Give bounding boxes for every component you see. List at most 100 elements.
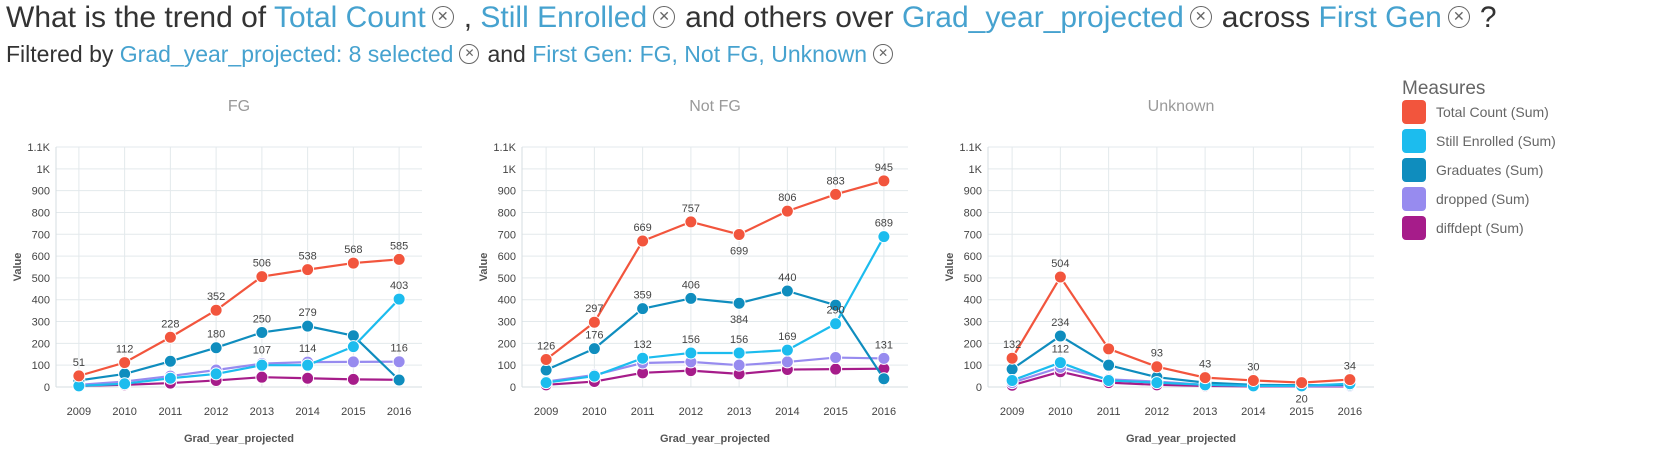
series-line <box>78 298 400 388</box>
x-tick-label: 2015 <box>341 406 365 418</box>
question-prefix: What is the trend of <box>6 1 267 34</box>
x-tick-label: 2009 <box>1000 406 1024 418</box>
y-tick-label: 900 <box>32 186 50 198</box>
data-point <box>346 329 360 343</box>
y-tick-label: 1.1K <box>27 142 50 154</box>
data-point <box>1102 342 1116 356</box>
data-point <box>1053 329 1067 343</box>
data-point <box>163 330 177 344</box>
data-label: 945 <box>875 162 893 174</box>
legend-item[interactable]: dropped (Sum) <box>1402 187 1652 216</box>
data-label: 806 <box>778 192 796 204</box>
x-tick-label: 2013 <box>250 406 274 418</box>
y-tick-label: 200 <box>498 338 516 350</box>
x-axis-label: Grad_year_projected <box>184 433 294 445</box>
legend-swatch <box>1402 187 1426 211</box>
data-point <box>636 351 650 365</box>
data-label: 131 <box>875 339 893 351</box>
data-point <box>732 227 746 241</box>
data-point <box>392 292 406 306</box>
data-point <box>1102 373 1116 387</box>
x-tick-label: 2013 <box>727 406 751 418</box>
data-point <box>346 372 360 386</box>
data-point <box>1246 373 1260 387</box>
data-point <box>301 263 315 277</box>
data-label: 290 <box>826 305 844 317</box>
x-tick-label: 2014 <box>1241 406 1265 418</box>
data-label: 689 <box>875 218 893 230</box>
data-label: 506 <box>253 258 271 270</box>
data-point <box>118 377 132 391</box>
data-point <box>780 204 794 218</box>
legend-item[interactable]: Graduates (Sum) <box>1402 158 1652 187</box>
legend-item[interactable]: diffdept (Sum) <box>1402 216 1652 245</box>
x-tick-label: 2016 <box>1338 406 1362 418</box>
data-label: 93 <box>1151 348 1163 360</box>
x-tick-label: 2010 <box>582 406 606 418</box>
data-point <box>392 373 406 387</box>
data-point <box>1005 373 1019 387</box>
data-point <box>346 256 360 270</box>
data-point <box>780 343 794 357</box>
legend-item[interactable]: Total Count (Sum) <box>1402 100 1652 129</box>
question-mid: and others over <box>685 1 894 34</box>
data-label: 51 <box>73 357 85 369</box>
data-point <box>829 298 843 312</box>
data-point <box>1295 376 1309 390</box>
legend-item[interactable]: Still Enrolled (Sum) <box>1402 129 1652 158</box>
close-circle-icon[interactable]: ✕ <box>1189 6 1212 29</box>
series-line <box>78 258 400 377</box>
data-point <box>877 372 891 386</box>
question-suffix: ? <box>1479 1 1497 34</box>
data-label: 156 <box>730 334 748 346</box>
series-line <box>545 179 885 361</box>
data-label: 234 <box>1051 317 1069 329</box>
x-tick-label: 2010 <box>1048 406 1072 418</box>
data-label: 406 <box>682 279 700 291</box>
data-label: 107 <box>253 345 271 357</box>
measure-chip-still-enrolled[interactable]: Still Enrolled <box>480 1 648 34</box>
data-point <box>255 270 269 284</box>
data-point <box>684 291 698 305</box>
facet-chip-first-gen[interactable]: First Gen <box>1318 1 1442 34</box>
filter-prefix: Filtered by <box>6 41 114 67</box>
x-tick-label: 2014 <box>295 406 319 418</box>
data-point <box>1343 373 1357 387</box>
chart-panel: 0 100 200 300 400 500 600 700 800 900 1K 1.1K 2009 20… <box>478 98 908 445</box>
data-label: 538 <box>298 251 316 263</box>
y-tick-label: 700 <box>498 229 516 241</box>
data-point <box>780 355 794 369</box>
x-tick-label: 2012 <box>1145 406 1169 418</box>
x-tick-label: 2011 <box>159 406 183 418</box>
measure-chip-total-count[interactable]: Total Count <box>273 1 426 34</box>
x-tick-label: 2015 <box>1289 406 1313 418</box>
filter-chip-grad-year[interactable]: Grad_year_projected: 8 selected <box>119 41 454 67</box>
close-circle-icon[interactable]: ✕ <box>1447 6 1470 29</box>
y-tick-label: 1K <box>503 164 517 176</box>
close-circle-icon[interactable]: ✕ <box>873 43 894 64</box>
close-circle-icon[interactable]: ✕ <box>653 6 676 29</box>
data-point <box>780 284 794 298</box>
data-point <box>636 234 650 248</box>
x-tick-label: 2009 <box>534 406 558 418</box>
data-label: 112 <box>116 344 134 356</box>
data-point <box>392 252 406 266</box>
x-tick-label: 2010 <box>112 406 136 418</box>
close-circle-icon[interactable]: ✕ <box>459 43 480 64</box>
y-axis-label: Value <box>478 253 490 282</box>
filter-and: and <box>487 41 526 67</box>
dimension-chip-grad-year[interactable]: Grad_year_projected <box>901 1 1184 34</box>
data-point <box>587 315 601 329</box>
chart-panel: 0 100 200 300 400 500 600 700 800 900 1K 1.1K 2009 20… <box>12 98 422 445</box>
y-tick-label: 800 <box>32 207 50 219</box>
question-across: across <box>1221 1 1311 34</box>
filter-chip-first-gen[interactable]: First Gen: FG, Not FG, Unknown <box>532 41 868 67</box>
close-circle-icon[interactable]: ✕ <box>431 6 454 29</box>
y-tick-label: 0 <box>44 382 50 394</box>
y-tick-label: 500 <box>964 273 982 285</box>
y-tick-label: 600 <box>964 251 982 263</box>
data-label: 384 <box>730 314 748 326</box>
data-label: 114 <box>299 343 317 355</box>
data-label: 126 <box>537 341 555 353</box>
